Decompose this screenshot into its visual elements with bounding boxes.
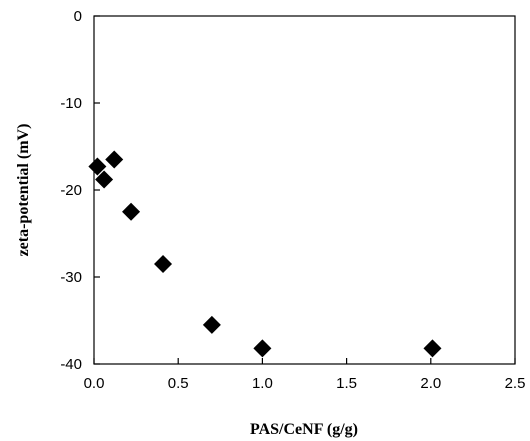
y-tick-label: -20 [60, 182, 82, 199]
x-tick-label: 1.5 [336, 375, 357, 392]
data-point-marker [95, 170, 114, 189]
x-tick-label: 1.0 [252, 375, 273, 392]
y-tick-label: -30 [60, 269, 82, 286]
x-axis: 0.0 0.5 1.0 1.5 2.0 2.5 [84, 358, 526, 392]
data-point-marker [88, 157, 107, 176]
x-axis-title: PAS/CeNF (g/g) [250, 421, 358, 438]
data-points [88, 150, 442, 358]
data-point-marker [423, 339, 442, 358]
x-tick-label: 2.5 [505, 375, 526, 392]
data-point-marker [122, 202, 141, 221]
x-tick-label: 0.5 [168, 375, 189, 392]
plot-area [93, 15, 516, 365]
data-point-marker [154, 254, 173, 273]
y-tick-label: -10 [60, 95, 82, 112]
data-point-marker [105, 150, 124, 169]
x-tick-label: 2.0 [420, 375, 441, 392]
y-tick-label: -40 [60, 356, 82, 373]
x-tick-label: 0.0 [84, 375, 105, 392]
y-axis: 0 -10 -20 -30 -40 [60, 8, 100, 373]
data-point-marker [202, 315, 221, 334]
y-axis-title: zeta-potential (mV) [15, 124, 32, 257]
y-tick-label: 0 [74, 8, 82, 25]
data-point-marker [253, 339, 272, 358]
